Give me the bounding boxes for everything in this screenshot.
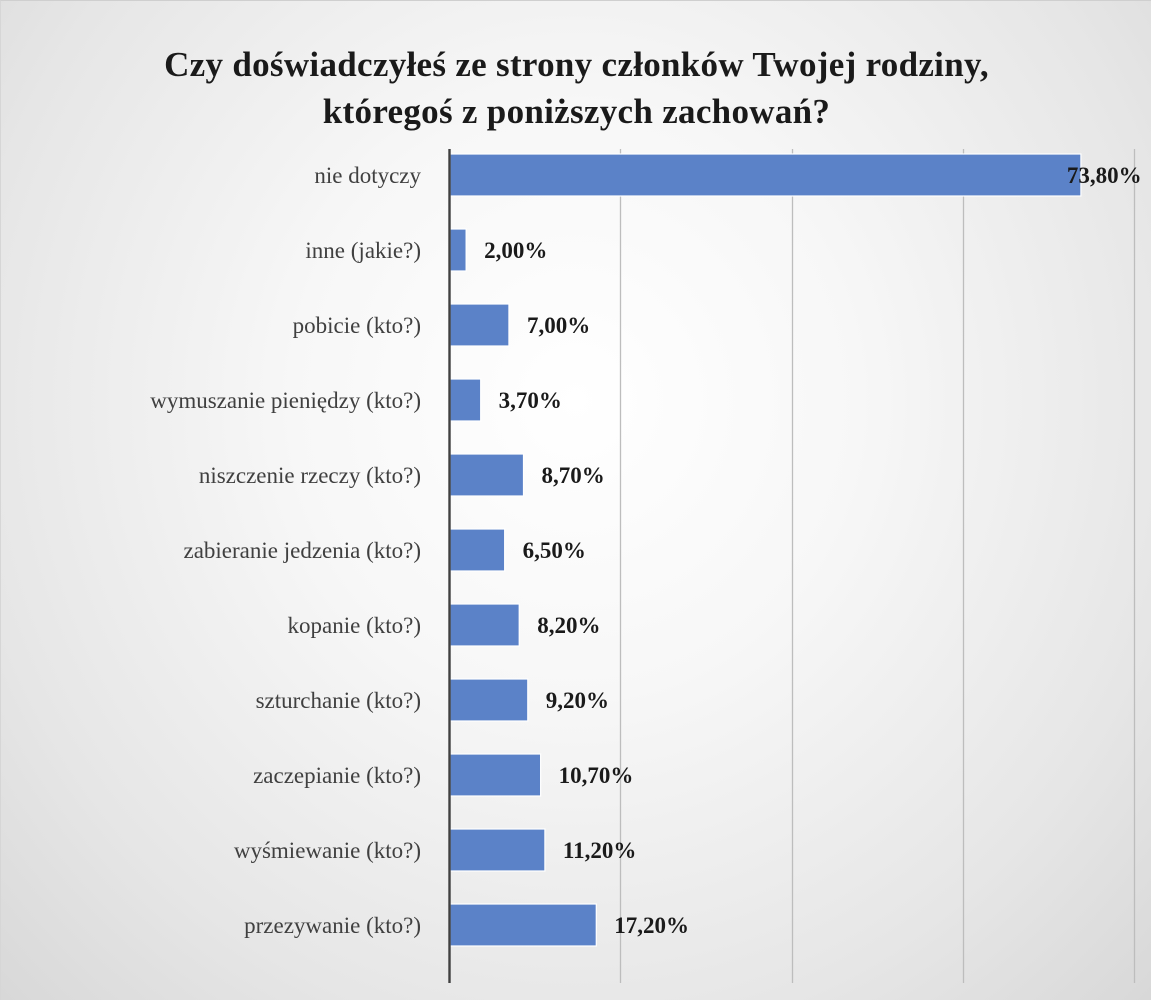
category-label-8: zaczepianie (kto?) bbox=[253, 763, 421, 788]
bar-6 bbox=[449, 603, 520, 647]
chart-title-line-2: któregoś z poniższych zachowań? bbox=[322, 92, 831, 131]
bar-4 bbox=[449, 453, 525, 497]
category-label-4: niszczenie rzeczy (kto?) bbox=[199, 463, 421, 488]
category-labels: nie dotyczy inne (jakie?) pobicie (kto?) wy… bbox=[150, 163, 421, 938]
bar-1 bbox=[449, 228, 467, 272]
value-label-8: 10,70% bbox=[559, 763, 634, 788]
category-label-9: wyśmiewanie (kto?) bbox=[234, 838, 421, 863]
chart-title-line-1: Czy doświadczyłeś ze strony członków Two… bbox=[164, 45, 989, 84]
gridlines bbox=[619, 149, 1136, 983]
bar-5 bbox=[449, 528, 506, 572]
category-label-7: szturchanie (kto?) bbox=[256, 688, 421, 713]
category-label-3: wymuszanie pieniędzy (kto?) bbox=[150, 388, 421, 413]
bar-10 bbox=[449, 903, 597, 947]
bar-2 bbox=[449, 303, 510, 347]
bar-3 bbox=[449, 378, 482, 422]
category-label-0: nie dotyczy bbox=[314, 163, 421, 188]
bar-9 bbox=[449, 828, 546, 872]
value-label-5: 6,50% bbox=[523, 538, 586, 563]
value-label-4: 8,70% bbox=[541, 463, 604, 488]
bars bbox=[449, 153, 1082, 947]
value-label-0: 73,80% bbox=[1067, 163, 1142, 188]
value-label-10: 17,20% bbox=[614, 913, 689, 938]
value-label-3: 3,70% bbox=[499, 388, 562, 413]
value-label-6: 8,20% bbox=[537, 613, 600, 638]
category-label-6: kopanie (kto?) bbox=[288, 613, 421, 638]
chart-title: Czy doświadczyłeś ze strony członków Two… bbox=[1, 41, 1151, 135]
value-label-1: 2,00% bbox=[484, 238, 547, 263]
bar-7 bbox=[449, 678, 529, 722]
value-labels: 73,80% 2,00% 7,00% 3,70% 8,70% 6,50% 8,20% 9,20… bbox=[484, 163, 1142, 938]
category-label-10: przezywanie (kto?) bbox=[244, 913, 421, 938]
category-label-5: zabieranie jedzenia (kto?) bbox=[183, 538, 421, 563]
value-label-7: 9,20% bbox=[546, 688, 609, 713]
value-label-2: 7,00% bbox=[527, 313, 590, 338]
bar-8 bbox=[449, 753, 542, 797]
category-label-1: inne (jakie?) bbox=[305, 238, 421, 263]
bar-0 bbox=[449, 153, 1082, 197]
category-label-2: pobicie (kto?) bbox=[293, 313, 421, 338]
value-label-9: 11,20% bbox=[563, 838, 636, 863]
